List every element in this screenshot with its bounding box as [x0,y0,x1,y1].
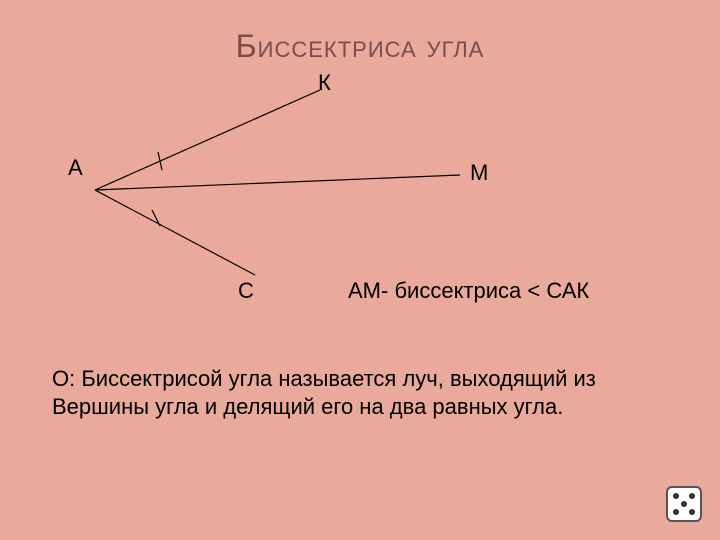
bisector-caption: АМ- биссектриса < САК [348,278,589,304]
point-label-m: М [470,160,488,186]
slide: Биссектриса угла А К М С АМ- биссектриса… [0,0,720,540]
dice-icon[interactable] [666,486,702,522]
angle-diagram [0,0,720,540]
vertex-label-a: А [68,155,83,181]
definition-line-2: Вершины угла и делящий его на два равных… [52,393,692,421]
point-label-k: К [318,70,331,96]
definition-line-1: О: Биссектрисой угла называется луч, вых… [52,365,692,393]
point-label-c: С [238,278,254,304]
definition-text: О: Биссектрисой угла называется луч, вых… [52,365,692,421]
